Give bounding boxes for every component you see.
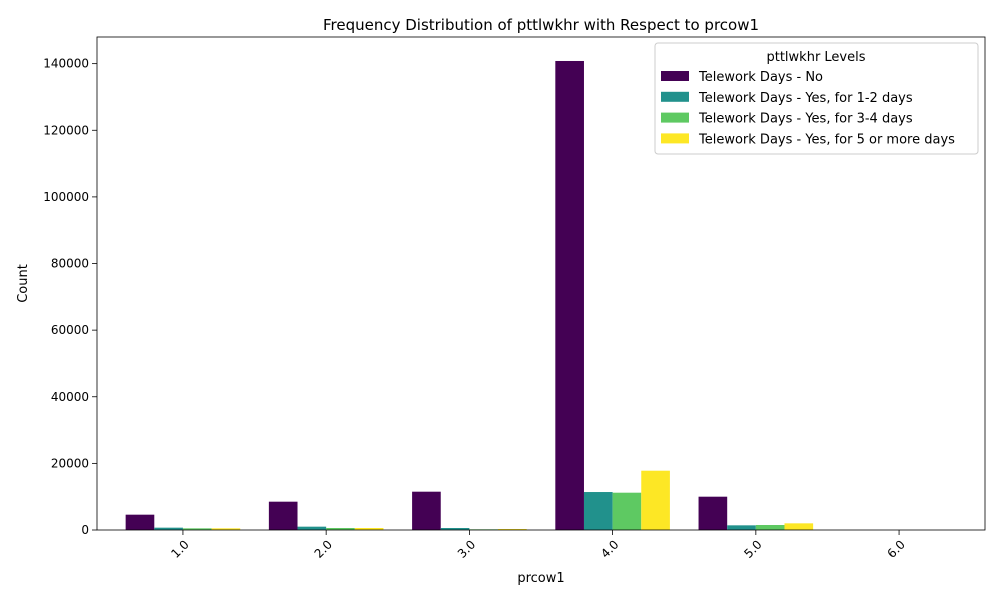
y-tick-label: 0 [81,523,89,537]
x-tick-label: 1.0 [168,537,191,560]
legend-label: Telework Days - No [698,70,823,85]
bar [297,526,327,530]
bar [784,523,814,530]
axes-frame [96,36,986,531]
bar [727,525,756,530]
x-tick-label: 6.0 [885,537,908,560]
bars [125,60,814,530]
x-tick-label: 4.0 [598,537,621,560]
y-tick-label: 120000 [43,123,89,137]
bar [440,528,470,530]
y-tick-label: 20000 [51,456,89,470]
bar [182,528,212,530]
legend-label: Telework Days - Yes, for 3-4 days [698,112,913,127]
plot-area [96,36,986,531]
legend-label: Telework Days - Yes, for 5 or more days [698,132,955,147]
y-tick-label: 100000 [43,190,89,204]
y-tick-label: 80000 [51,257,89,271]
legend-swatch [661,133,689,144]
legend-items: Telework Days - No Telework Days - Yes, f… [661,70,955,147]
legend-swatch [661,91,689,102]
y-axis-label: Count [16,264,31,303]
x-tick-label: 2.0 [312,537,335,560]
bar [326,528,355,530]
chart-title: Frequency Distribution of pttlwkhr with … [323,16,759,34]
y-axis: 0 20000 40000 60000 80000 100000 120000 140000 [43,57,97,537]
y-tick-label: 140000 [43,57,89,71]
bar [211,528,241,530]
x-axis-label: prcow1 [517,571,564,586]
bar [125,514,155,530]
legend-frame [654,42,979,155]
legend-swatch [661,112,689,123]
y-tick-label: 60000 [51,323,89,337]
bar [612,492,642,530]
bar [412,491,441,530]
bar [154,527,183,530]
bar [641,470,670,530]
bar [555,60,584,530]
legend-label: Telework Days - Yes, for 1-2 days [698,91,913,106]
x-tick-label: 3.0 [455,537,478,560]
bar [268,501,298,530]
bar [698,496,728,530]
bar [498,529,527,530]
legend: pttlwkhr Levels Telework Days - NoTelewo… [654,42,979,155]
bar [354,528,384,530]
legend-title: pttlwkhr Levels [766,50,865,65]
x-tick-label: 5.0 [741,537,764,560]
legend-swatch [661,71,689,81]
x-axis: 1.0 2.0 3.0 4.0 5.0 6.0 [168,530,908,561]
bar [583,492,613,530]
y-tick-label: 40000 [51,390,89,404]
bar [755,525,785,530]
